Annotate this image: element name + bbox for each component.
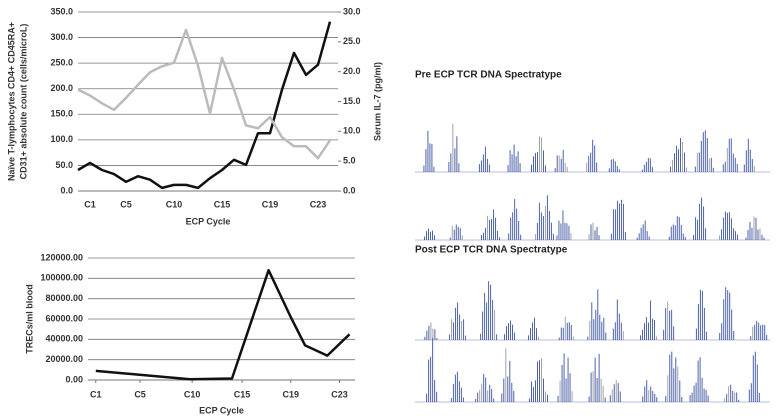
x-tick-label: C15 <box>234 389 251 399</box>
y-tick-label: 150.0 <box>50 109 73 119</box>
y-tick-label: 350.0 <box>50 6 73 16</box>
y2-tick-label: 5.0 <box>343 156 356 166</box>
y-axis-label: CD31+ absolute count (cells/microL) <box>18 24 28 180</box>
y-tick-label: 0.0 <box>60 185 73 195</box>
y2-tick-label: 30.0 <box>343 6 361 16</box>
y-tick-label: 40000.00 <box>45 334 83 344</box>
spectratype-traces <box>415 123 770 403</box>
x-tick-label: C5 <box>134 389 146 399</box>
x-tick-label: C23 <box>331 389 348 399</box>
pre-title: Pre ECP TCR DNA Spectratype <box>415 70 562 81</box>
y2-tick-label: 10.0 <box>343 126 361 136</box>
y-tick-label: 50.0 <box>55 160 73 170</box>
y2-tick-label: 20.0 <box>343 66 361 76</box>
post-title: Post ECP TCR DNA Spectratype <box>415 245 568 256</box>
y2-tick-label: 15.0 <box>343 96 361 106</box>
x-tick-label: C15 <box>214 199 231 209</box>
x-tick-label: C19 <box>262 199 279 209</box>
y-axis-label: Naïve T-lymphocytes CD4+ CD45RA+ <box>6 22 16 181</box>
y-tick-label: 200.0 <box>50 83 73 93</box>
y-axis-label: TRECs/ml blood <box>24 284 34 354</box>
y-tick-label: 20000.00 <box>45 354 83 364</box>
series-line <box>77 21 332 190</box>
x-tick-label: C10 <box>166 199 183 209</box>
y-tick-label: 100.0 <box>50 134 73 144</box>
y-tick-label: 120000.00 <box>40 252 83 262</box>
series-line <box>77 28 332 160</box>
y-tick-label: 0.00 <box>65 374 83 384</box>
y2-axis-label: Serum IL-7 (pg/ml) <box>372 62 382 141</box>
x-axis-label: ECP Cycle <box>186 216 231 226</box>
x-axis-label: ECP Cycle <box>199 405 244 415</box>
x-tick-label: C23 <box>310 199 327 209</box>
x-tick-label: C1 <box>90 389 102 399</box>
x-tick-label: C5 <box>120 199 132 209</box>
y-tick-label: 250.0 <box>50 58 73 68</box>
x-tick-label: C1 <box>84 199 96 209</box>
x-tick-label: C19 <box>282 389 299 399</box>
y-tick-label: 300.0 <box>50 32 73 42</box>
y-tick-label: 100000.00 <box>40 273 83 283</box>
y2-tick-label: 0.0 <box>343 185 356 195</box>
x-tick-label: C10 <box>184 389 201 399</box>
y-tick-label: 60000.00 <box>45 313 83 323</box>
series-line <box>95 268 351 381</box>
y-tick-label: 80000.00 <box>45 293 83 303</box>
y2-tick-label: 25.0 <box>343 36 361 46</box>
